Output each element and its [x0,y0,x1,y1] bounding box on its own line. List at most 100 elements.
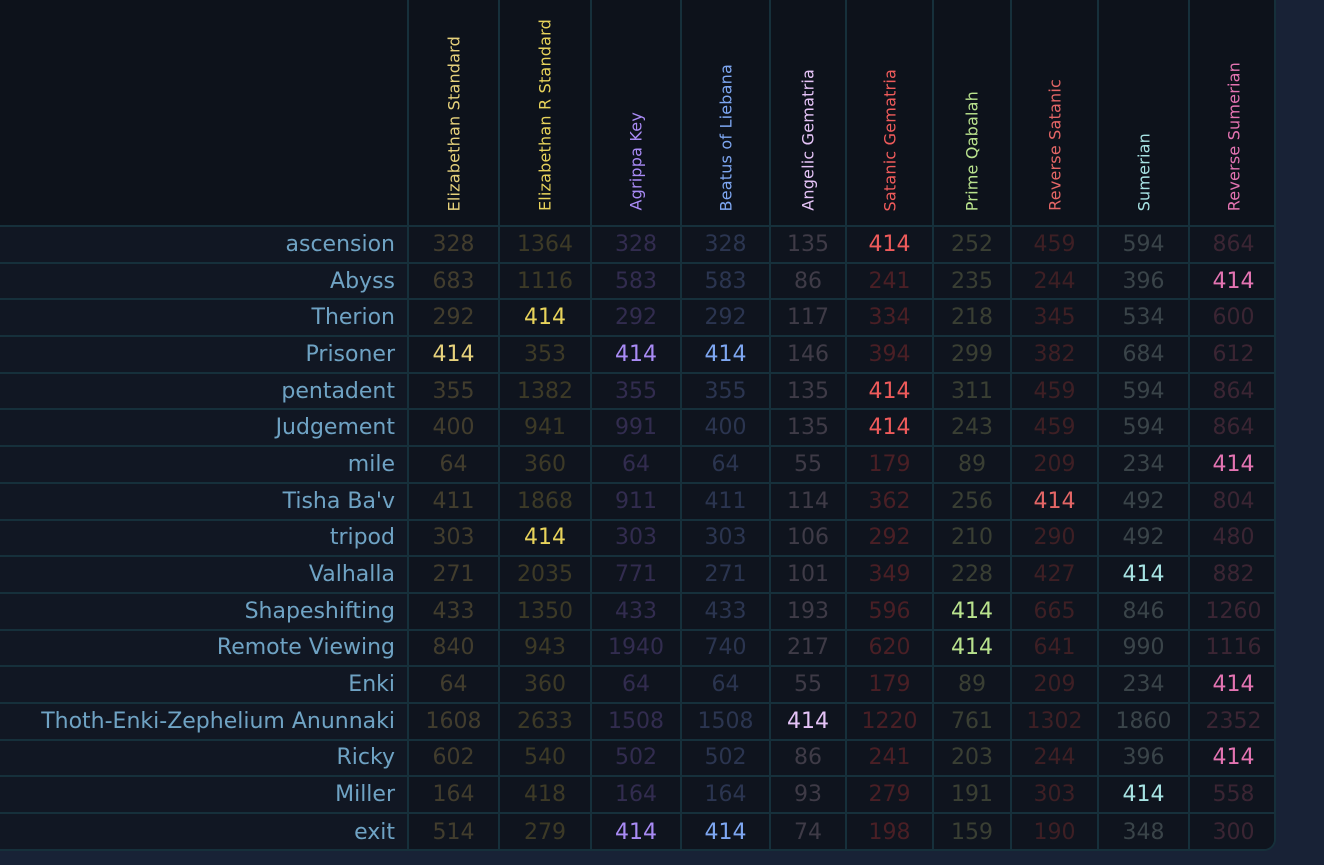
row-word[interactable]: exit [0,814,409,849]
value-cell: 303 [682,520,771,558]
value-cell: 414 [592,814,682,849]
value-cell: 1382 [500,373,592,411]
row-word[interactable]: Miller [0,777,409,814]
value-cell: 106 [771,520,847,558]
row-word[interactable]: ascension [0,227,409,264]
value-cell: 360 [500,447,592,484]
value-cell: 190 [1012,814,1099,849]
value-cell: 217 [771,630,847,668]
value-cell: 234 [1099,447,1190,484]
value-cell: 228 [934,557,1012,594]
value-cell: 502 [682,740,771,778]
row-word[interactable]: Abyss [0,263,409,301]
value-cell: 382 [1012,337,1099,374]
value-cell: 864 [1190,373,1274,411]
value-cell: 400 [682,410,771,448]
row-word[interactable]: Remote Viewing [0,630,409,668]
row-word[interactable]: Prisoner [0,337,409,374]
row-word[interactable]: Thoth-Enki-Zephelium Anunnaki [0,703,409,741]
value-cell: 414 [500,300,592,338]
value-cell: 355 [592,373,682,411]
value-cell: 414 [1190,667,1274,704]
value-cell: 620 [847,630,934,668]
column-header[interactable]: Sumerian [1099,0,1190,227]
value-cell: 164 [592,777,682,814]
column-header[interactable]: Prime Qabalah [934,0,1012,227]
value-cell: 191 [934,777,1012,814]
column-header-label: Prime Qabalah [962,90,982,211]
row-word[interactable]: Therion [0,300,409,338]
value-cell: 1868 [500,483,592,521]
row-word[interactable]: Judgement [0,410,409,448]
value-cell: 311 [934,373,1012,411]
row-word[interactable]: Enki [0,667,409,704]
row-word[interactable]: Shapeshifting [0,593,409,631]
value-cell: 414 [1190,263,1274,301]
value-cell: 279 [847,777,934,814]
column-header-label: Elizabethan R Standard [535,18,555,211]
value-cell: 209 [1012,447,1099,484]
column-header-label: Angelic Gematria [798,69,818,211]
header-corner [0,0,409,227]
value-cell: 864 [1190,227,1274,264]
row-word[interactable]: Tisha Ba'v [0,483,409,521]
value-cell: 193 [771,593,847,631]
row-word[interactable]: tripod [0,520,409,558]
row-word[interactable]: mile [0,447,409,484]
value-cell: 911 [592,483,682,521]
row-word[interactable]: pentadent [0,373,409,411]
row-word[interactable]: Ricky [0,740,409,778]
value-cell: 414 [500,520,592,558]
row-word[interactable]: Valhalla [0,557,409,594]
value-cell: 355 [409,373,500,411]
value-cell: 1940 [592,630,682,668]
value-cell: 348 [1099,814,1190,849]
value-cell: 400 [409,410,500,448]
value-cell: 411 [409,483,500,521]
value-cell: 55 [771,447,847,484]
value-cell: 360 [500,667,592,704]
column-header[interactable]: Reverse Sumerian [1190,0,1274,227]
column-header[interactable]: Elizabethan R Standard [500,0,592,227]
value-cell: 164 [409,777,500,814]
column-header[interactable]: Agrippa Key [592,0,682,227]
value-cell: 64 [409,667,500,704]
column-header[interactable]: Angelic Gematria [771,0,847,227]
value-cell: 414 [682,814,771,849]
value-cell: 353 [500,337,592,374]
value-cell: 1302 [1012,703,1099,741]
value-cell: 394 [847,337,934,374]
value-cell: 433 [592,593,682,631]
value-cell: 414 [682,337,771,374]
value-cell: 943 [500,630,592,668]
value-cell: 612 [1190,337,1274,374]
value-cell: 146 [771,337,847,374]
value-cell: 414 [847,410,934,448]
value-cell: 244 [1012,740,1099,778]
column-header[interactable]: Reverse Satanic [1012,0,1099,227]
value-cell: 241 [847,263,934,301]
column-header[interactable]: Beatus of Liebana [682,0,771,227]
value-cell: 1116 [500,263,592,301]
value-cell: 362 [847,483,934,521]
value-cell: 414 [1012,483,1099,521]
value-cell: 665 [1012,593,1099,631]
value-cell: 740 [682,630,771,668]
value-cell: 159 [934,814,1012,849]
value-cell: 602 [409,740,500,778]
value-cell: 64 [409,447,500,484]
value-cell: 117 [771,300,847,338]
value-cell: 328 [409,227,500,264]
column-header[interactable]: Satanic Gematria [847,0,934,227]
value-cell: 433 [409,593,500,631]
value-cell: 864 [1190,410,1274,448]
value-cell: 594 [1099,373,1190,411]
value-cell: 492 [1099,483,1190,521]
value-cell: 414 [847,373,934,411]
value-cell: 303 [592,520,682,558]
value-cell: 292 [847,520,934,558]
column-header-label: Reverse Sumerian [1224,61,1243,211]
column-header[interactable]: Elizabethan Standard [409,0,500,227]
value-cell: 86 [771,740,847,778]
value-cell: 583 [682,263,771,301]
